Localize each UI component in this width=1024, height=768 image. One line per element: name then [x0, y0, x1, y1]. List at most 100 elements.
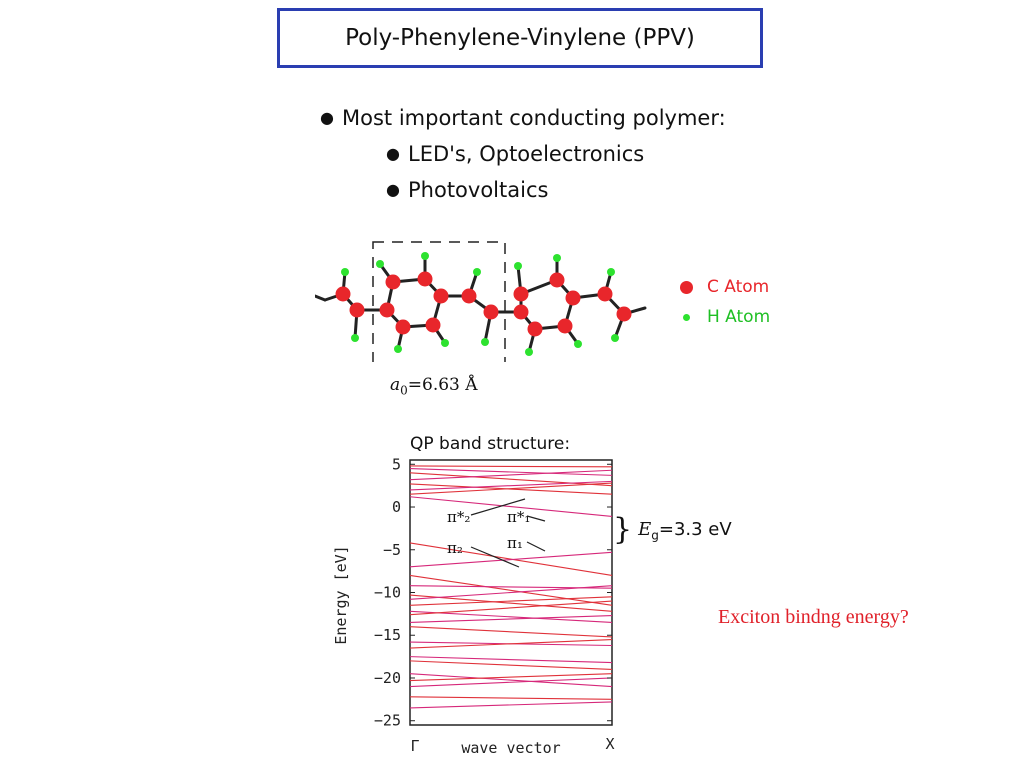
c-atom: [433, 288, 449, 304]
band-label-pi1-star: π*₁: [507, 508, 530, 526]
band-line: [409, 472, 613, 487]
h-atom: [553, 254, 561, 262]
c-atom: [349, 302, 365, 318]
c-atom: [385, 274, 401, 290]
lattice-constant: a0=6.63 Å: [390, 375, 478, 397]
c-atom: [513, 304, 529, 320]
band-line: [409, 626, 613, 638]
c-atom: [513, 286, 529, 302]
c-atom: [616, 306, 632, 322]
band-line: [409, 660, 613, 670]
band-gap-annotation: } Eg=3.3 eV: [613, 512, 732, 547]
h-atom: [351, 334, 359, 342]
band-line: [409, 551, 613, 568]
c-atom: [527, 321, 543, 337]
band-line: [409, 585, 613, 600]
brace-icon: }: [613, 512, 633, 547]
ppv-molecule-diagram: [315, 241, 647, 362]
band-label-pi1: π₁: [507, 534, 523, 552]
band-line: [409, 677, 613, 688]
legend-h-atom: H Atom: [680, 302, 770, 332]
h-atom: [441, 339, 449, 347]
atom-legend: C Atom H Atom: [680, 272, 770, 332]
slide-title: Poly-Phenylene-Vinylene (PPV): [277, 8, 763, 68]
y-axis-label: Energy [eV]: [332, 545, 350, 644]
gap-value: =3.3 eV: [658, 519, 732, 540]
c-atom: [557, 318, 573, 334]
y-tick-label: −25: [374, 712, 401, 730]
h-atom: [394, 345, 402, 353]
bullet-main: ● Most important conducting polymer:: [320, 106, 726, 130]
band-line: [409, 615, 613, 623]
band-pointers: [470, 498, 546, 568]
h-atom: [607, 268, 615, 276]
band-label-pi2-star: π*₂: [447, 508, 470, 526]
band-line: [409, 638, 613, 649]
band-line: [409, 469, 613, 481]
h-atom: [611, 334, 619, 342]
x-tick-x: X: [605, 735, 614, 753]
c-atom: [379, 302, 395, 318]
band-line: [409, 496, 613, 517]
c-atom: [335, 286, 351, 302]
y-tick-label: −15: [374, 626, 401, 644]
band-label-pi2: π₂: [447, 539, 463, 557]
band-line: [409, 574, 613, 606]
bullet-sub-2: ● Photovoltaics: [386, 178, 548, 202]
legend-c-atom: C Atom: [680, 272, 770, 302]
chemical-bond: [315, 294, 327, 302]
x-axis-label: wave vector: [461, 739, 560, 757]
h-atom: [514, 262, 522, 270]
lattice-subscript: 0: [400, 383, 408, 398]
c-atom: [395, 319, 411, 335]
y-tick-label: −20: [374, 669, 401, 687]
y-tick-label: 0: [392, 498, 401, 516]
bullet-sub-2-text: Photovoltaics: [408, 178, 549, 202]
gap-subscript: g: [651, 528, 659, 543]
legend-c-atom-label: C Atom: [707, 277, 770, 297]
h-atom: [473, 268, 481, 276]
gap-symbol: E: [638, 519, 652, 540]
chart-title: QP band structure:: [410, 434, 571, 454]
c-atom-marker-icon: [680, 280, 693, 294]
band-line: [409, 467, 613, 476]
band-line: [409, 600, 613, 616]
band-line: [409, 656, 613, 664]
bullet-dot-icon: ●: [386, 180, 400, 199]
band-line: [409, 480, 613, 491]
h-atom: [525, 348, 533, 356]
band-line: [409, 673, 613, 682]
band-line: [409, 594, 613, 612]
y-tick-label: 5: [392, 455, 401, 473]
band-line: [409, 701, 613, 709]
c-atom: [417, 271, 433, 287]
c-atom: [565, 290, 581, 306]
h-atom: [341, 268, 349, 276]
band-line: [409, 596, 613, 606]
band-structure-chart: 5 0 −5 −10 −15 −20 −25 Energy [eV] Γ X wave ve…: [332, 455, 615, 757]
bullet-dot-icon: ●: [320, 108, 334, 127]
lattice-value: =6.63 Å: [407, 375, 478, 395]
band-line: [409, 673, 613, 688]
band-line: [409, 465, 613, 468]
bullet-main-text: Most important conducting polymer:: [342, 106, 726, 130]
c-atom: [425, 317, 441, 333]
x-tick-gamma: Γ: [410, 737, 419, 755]
h-atom: [376, 260, 384, 268]
y-tick-label: −10: [374, 584, 401, 602]
exciton-question: Exciton bindng energy?: [718, 606, 909, 628]
c-atom: [461, 288, 477, 304]
band-line: [409, 610, 613, 623]
h-atom: [481, 338, 489, 346]
band-line: [409, 482, 613, 495]
lattice-symbol: a: [390, 375, 401, 395]
h-atom: [574, 340, 582, 348]
c-atom: [597, 286, 613, 302]
bullet-sub-1: ● LED's, Optoelectronics: [386, 142, 644, 166]
y-tick-label: −5: [383, 541, 401, 559]
h-atom-marker-icon: [683, 313, 690, 321]
c-atom: [549, 272, 565, 288]
h-atom: [421, 252, 429, 260]
c-atom: [483, 304, 499, 320]
bullet-dot-icon: ●: [386, 144, 400, 163]
